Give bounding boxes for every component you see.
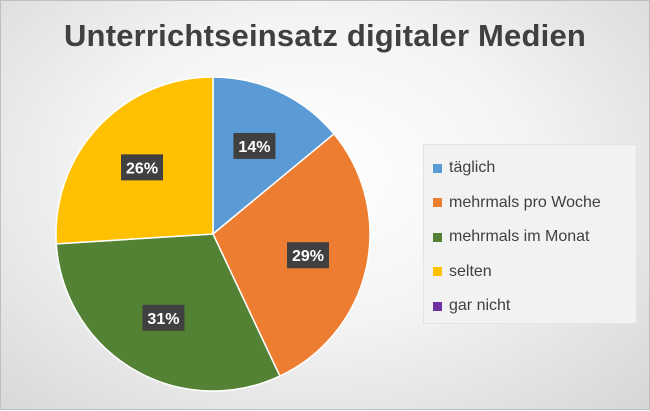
legend-swatch [433,301,442,311]
data-label-box [121,154,164,181]
data-label-box [142,304,185,331]
legend-label: gar nicht [449,297,511,315]
chart-title: Unterrichtseinsatz digitaler Medien [63,18,587,53]
legend-label: selten [449,262,492,280]
data-label-taeglich: 14% [233,132,276,159]
data-label-box [286,242,329,269]
legend-item-selten: selten [424,255,636,290]
data-label-selten: 26% [121,154,164,181]
data-label-box [233,132,276,159]
legend-item-mehrmals-pro-woche: mehrmals pro Woche [424,186,636,221]
legend-item-mehrmals-im-monat: mehrmals im Monat [424,220,636,255]
legend-swatch [433,232,442,242]
data-label-text: 14% [238,139,270,156]
legend-label: mehrmals im Monat [449,228,590,246]
data-label-text: 26% [126,160,158,177]
legend: täglich mehrmals pro Woche mehrmals im M… [423,144,637,324]
legend-swatch [433,163,442,173]
data-label-mehrmals-im-monat: 31% [142,304,185,331]
legend-swatch [433,267,442,277]
legend-item-taeglich: täglich [424,151,636,186]
legend-label: mehrmals pro Woche [449,193,601,211]
data-label-text: 31% [147,311,179,328]
legend-item-gar-nicht: gar nicht [424,289,636,324]
legend-label: täglich [449,159,496,177]
data-label-text: 29% [292,248,324,265]
data-label-mehrmals-pro-woche: 29% [286,242,329,269]
legend-swatch [433,198,442,208]
